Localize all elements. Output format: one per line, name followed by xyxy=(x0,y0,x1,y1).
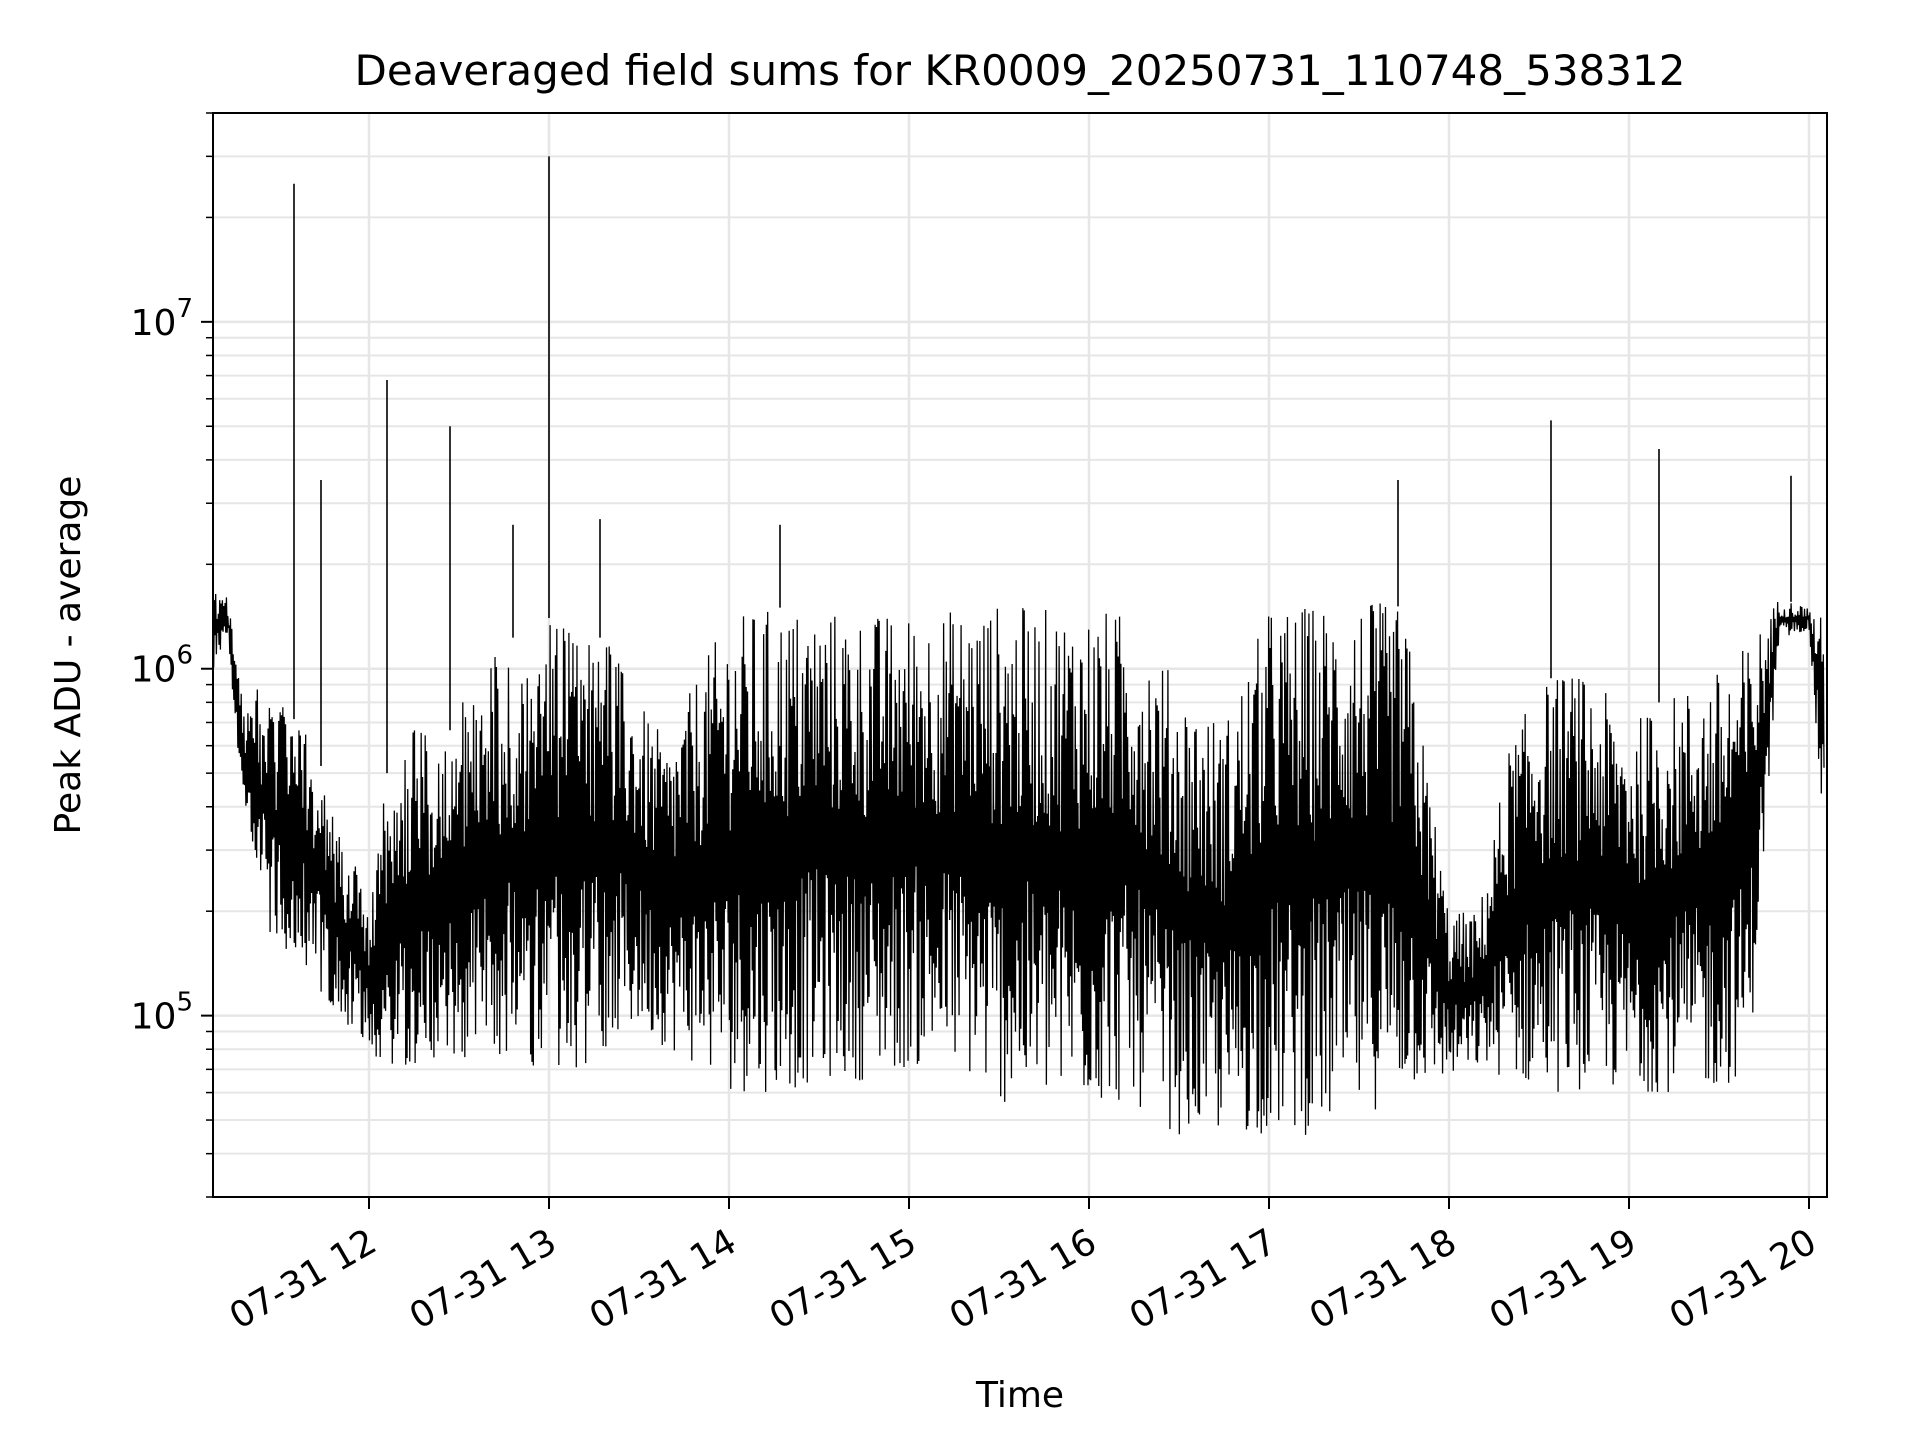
y-tick-label: 105 xyxy=(131,988,193,1038)
chart-title: Deaveraged field sums for KR0009_2025073… xyxy=(355,46,1686,95)
plot-frame xyxy=(212,112,1828,1198)
y-tick-label: 107 xyxy=(131,294,193,344)
series-layer xyxy=(212,156,1825,1135)
x-axis-label: Time xyxy=(975,1375,1064,1416)
series-line xyxy=(212,593,1825,1135)
y-axis-label: Peak ADU - average xyxy=(48,476,89,835)
y-tick-label: 106 xyxy=(131,641,193,691)
